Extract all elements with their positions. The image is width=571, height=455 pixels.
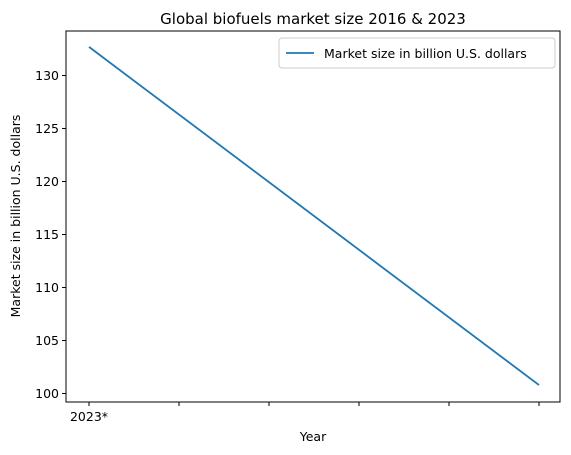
legend: Market size in billion U.S. dollars	[278, 37, 556, 69]
y-axis: 100 105 110 115 120 125 130	[35, 68, 66, 401]
plot-frame	[65, 30, 561, 403]
legend-entry-label: Market size in billion U.S. dollars	[324, 46, 527, 61]
y-axis-label: Market size in billion U.S. dollars	[8, 115, 23, 318]
series-layer	[88, 46, 540, 386]
y-tick-label: 105	[35, 333, 59, 348]
y-tick-label: 110	[35, 280, 59, 295]
legend-box	[278, 37, 556, 69]
y-tick-label: 130	[35, 68, 59, 83]
series-line	[88, 46, 540, 386]
y-tick-label: 115	[35, 227, 59, 242]
y-tick-label: 120	[35, 174, 59, 189]
x-tick-label: 2023*	[70, 409, 108, 424]
y-tick-label: 100	[35, 386, 59, 401]
x-axis: 2023*	[70, 402, 540, 424]
y-tick-label: 125	[35, 121, 59, 136]
plot-area	[65, 30, 561, 403]
chart-title: Global biofuels market size 2016 & 2023	[160, 10, 466, 28]
x-axis-label: Year	[299, 429, 327, 444]
